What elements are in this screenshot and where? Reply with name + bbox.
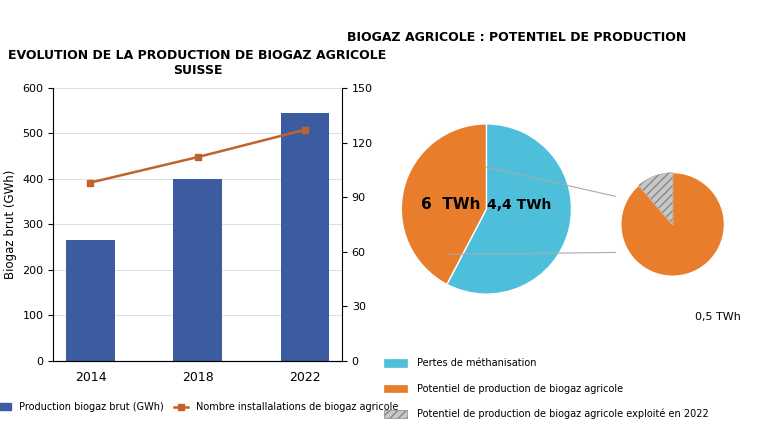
Wedge shape (621, 173, 724, 276)
Bar (66, 240, 115, 361)
Wedge shape (447, 124, 572, 294)
Title: EVOLUTION DE LA PRODUCTION DE BIOGAZ AGRICOLE
SUISSE: EVOLUTION DE LA PRODUCTION DE BIOGAZ AGR… (8, 49, 387, 77)
Y-axis label: Biogaz brut (GWh): Biogaz brut (GWh) (4, 170, 17, 279)
Text: Potentiel de production de biogaz agricole exploité en 2022: Potentiel de production de biogaz agrico… (416, 409, 708, 419)
Bar (173, 179, 222, 361)
Text: BIOGAZ AGRICOLE : POTENTIEL DE PRODUCTION: BIOGAZ AGRICOLE : POTENTIEL DE PRODUCTIO… (347, 31, 686, 44)
Text: 4,4 TWh: 4,4 TWh (486, 198, 551, 212)
Legend: Production biogaz brut (GWh), Nombre installalations de biogaz agricole: Production biogaz brut (GWh), Nombre ins… (0, 398, 402, 416)
Text: 0,5 TWh: 0,5 TWh (695, 312, 741, 322)
Text: Potentiel de production de biogaz agricole: Potentiel de production de biogaz agrico… (416, 384, 622, 393)
Text: Pertes de méthanisation: Pertes de méthanisation (416, 358, 536, 368)
Wedge shape (638, 173, 673, 224)
Text: 6  TWh: 6 TWh (421, 197, 480, 212)
Wedge shape (401, 124, 486, 284)
Bar (280, 113, 329, 361)
